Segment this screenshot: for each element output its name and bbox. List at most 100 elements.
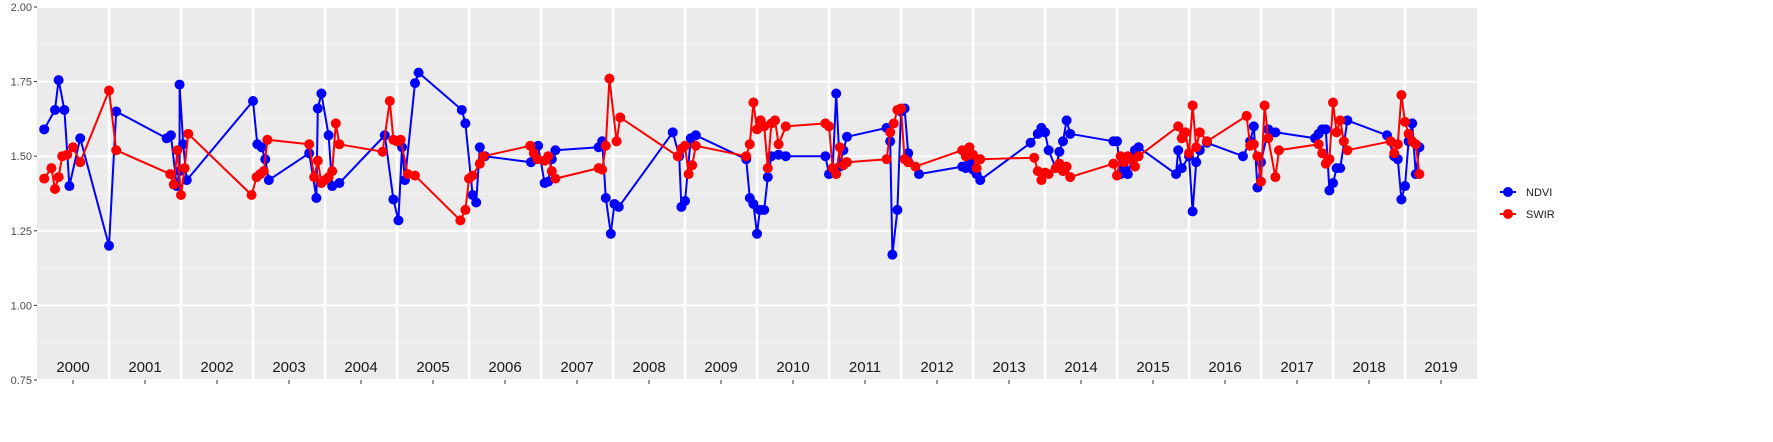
data-point-swir	[474, 158, 485, 169]
data-point-ndvi	[1043, 145, 1054, 156]
year-label: 2005	[416, 359, 449, 376]
data-point-ndvi	[59, 104, 70, 115]
data-point-ndvi	[667, 127, 678, 138]
data-point-ndvi	[393, 215, 404, 226]
data-point-swir	[111, 145, 122, 156]
data-point-ndvi	[1320, 124, 1331, 135]
data-point-swir	[748, 97, 759, 108]
data-point-swir	[165, 169, 176, 180]
data-point-swir	[773, 139, 784, 150]
data-point-swir	[1184, 148, 1194, 159]
data-point-swir	[258, 166, 269, 177]
data-point-swir	[831, 169, 842, 180]
data-point-swir	[68, 142, 78, 153]
data-point-swir	[525, 140, 536, 151]
year-label: 2001	[128, 359, 161, 376]
data-point-swir	[597, 164, 608, 175]
legend-marker-swir	[1503, 209, 1513, 219]
data-point-ndvi	[1025, 137, 1036, 148]
year-label: 2015	[1136, 359, 1169, 376]
data-point-swir	[881, 154, 892, 165]
data-point-ndvi	[104, 240, 114, 251]
year-label: 2016	[1208, 359, 1241, 376]
year-label: 2017	[1280, 359, 1313, 376]
data-point-ndvi	[312, 103, 323, 114]
data-point-ndvi	[1400, 181, 1410, 192]
data-point-swir	[62, 149, 73, 160]
data-point-swir	[683, 169, 694, 180]
data-point-swir	[1133, 151, 1144, 162]
data-point-ndvi	[323, 130, 334, 141]
data-point-swir	[1036, 175, 1047, 186]
data-point-swir	[1324, 154, 1335, 165]
data-point-swir	[1194, 127, 1205, 138]
data-point-swir	[39, 173, 50, 184]
data-point-ndvi	[1058, 136, 1068, 147]
data-point-ndvi	[471, 197, 482, 208]
y-tick-label: 1.50	[11, 151, 32, 163]
data-point-swir	[903, 157, 914, 168]
data-point-swir	[395, 134, 406, 145]
data-point-ndvi	[1173, 145, 1184, 156]
data-point-swir	[1342, 145, 1353, 156]
data-point-ndvi	[1040, 127, 1050, 138]
data-point-swir	[1241, 110, 1252, 121]
data-point-swir	[1400, 116, 1410, 127]
data-point-swir	[1313, 139, 1324, 150]
data-point-swir	[1256, 176, 1266, 187]
data-point-ndvi	[1342, 115, 1353, 126]
data-point-swir	[1065, 172, 1076, 183]
data-point-ndvi	[256, 142, 267, 153]
year-label: 2003	[272, 359, 305, 376]
data-point-swir	[1112, 170, 1122, 181]
data-point-swir	[377, 146, 388, 157]
data-point-swir	[690, 140, 701, 151]
data-point-ndvi	[1122, 169, 1133, 180]
data-point-ndvi	[892, 204, 903, 215]
data-point-ndvi	[311, 192, 322, 203]
y-tick-label: 0.75	[11, 375, 32, 387]
data-point-swir	[1392, 139, 1403, 150]
data-point-swir	[744, 139, 755, 150]
year-label: 2002	[200, 359, 233, 376]
data-point-ndvi	[914, 169, 924, 180]
data-point-ndvi	[780, 151, 791, 162]
data-point-swir	[1130, 161, 1140, 172]
data-point-swir	[1252, 151, 1263, 162]
data-point-ndvi	[752, 228, 762, 239]
year-label: 2019	[1424, 359, 1457, 376]
data-point-swir	[176, 189, 186, 200]
data-point-swir	[1187, 100, 1198, 111]
data-point-swir	[975, 154, 986, 165]
year-label: 2018	[1352, 359, 1385, 376]
legend-marker-ndvi	[1503, 187, 1513, 197]
year-label: 2012	[920, 359, 953, 376]
data-point-swir	[824, 121, 834, 132]
data-point-swir	[1061, 161, 1072, 172]
data-point-swir	[615, 112, 626, 123]
data-point-ndvi	[887, 249, 898, 260]
data-point-swir	[971, 163, 982, 174]
year-label: 2011	[849, 359, 881, 376]
data-point-swir	[1274, 145, 1284, 156]
data-point-swir	[46, 163, 57, 174]
data-point-ndvi	[1396, 194, 1407, 205]
data-point-ndvi	[1270, 127, 1281, 138]
data-point-swir	[1410, 139, 1421, 150]
data-point-swir	[1029, 152, 1040, 163]
data-point-ndvi	[456, 104, 467, 115]
data-point-ndvi	[334, 178, 345, 189]
data-point-swir	[1043, 169, 1054, 180]
data-point-swir	[687, 160, 698, 171]
data-point-swir	[885, 127, 896, 138]
data-point-ndvi	[600, 192, 611, 203]
data-point-ndvi	[1065, 128, 1076, 139]
data-point-ndvi	[1061, 115, 1072, 126]
data-point-swir	[50, 184, 60, 195]
data-point-swir	[888, 118, 899, 129]
data-point-swir	[183, 128, 194, 139]
year-label: 2014	[1064, 359, 1097, 376]
data-point-swir	[546, 166, 557, 177]
